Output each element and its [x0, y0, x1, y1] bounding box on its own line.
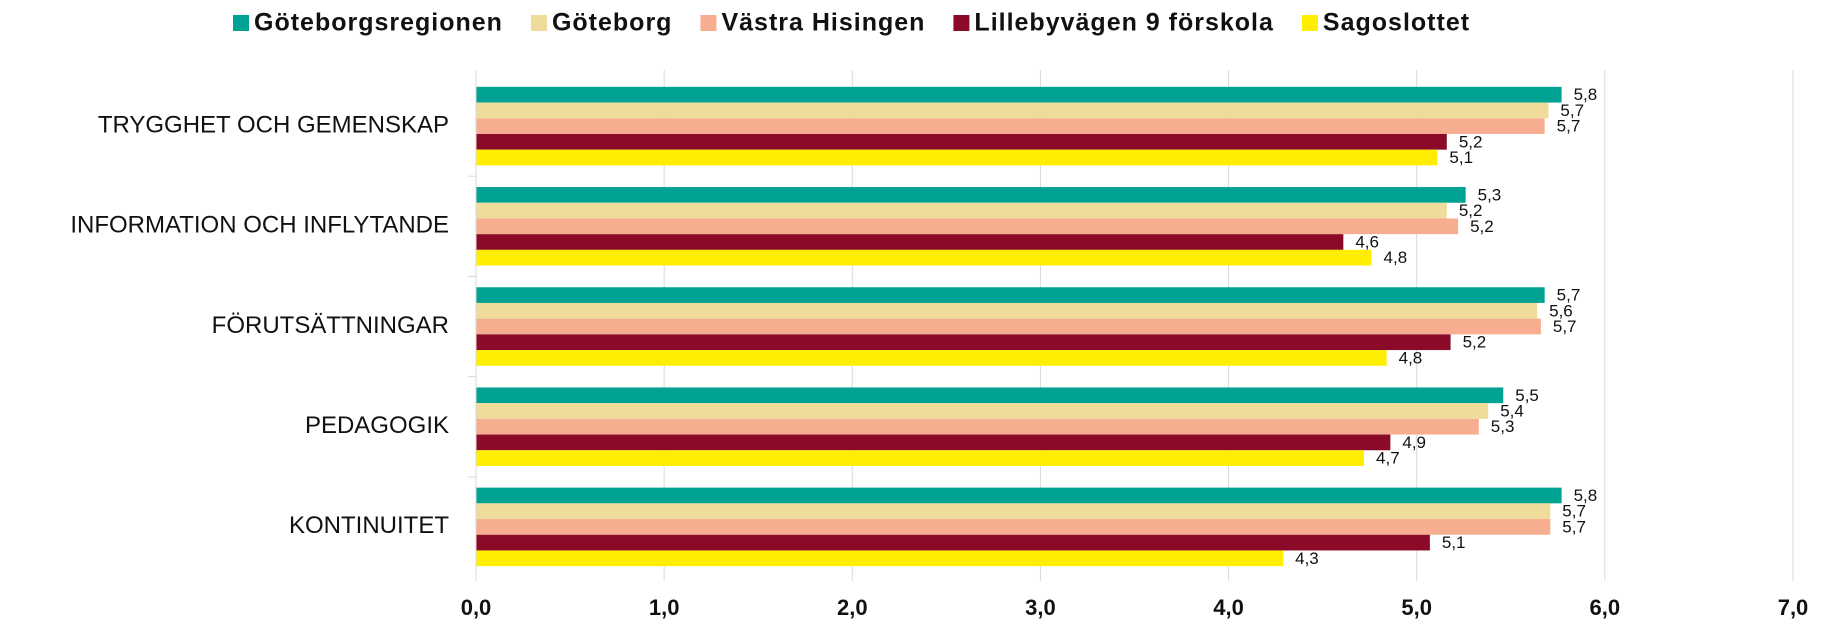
legend-swatch: [233, 15, 249, 31]
x-tick-label: 7,0: [1778, 595, 1809, 620]
data-label: 4,6: [1355, 232, 1379, 251]
y-tick-label: FÖRUTSÄTTNINGAR: [212, 312, 449, 339]
bar: [476, 387, 1504, 404]
data-label: 5,1: [1442, 533, 1466, 552]
data-label: 5,3: [1491, 417, 1515, 436]
y-tick-label: PEDAGOGIK: [305, 412, 449, 439]
bar: [476, 403, 1489, 419]
data-label: 5,2: [1459, 201, 1483, 220]
x-tick-label: 4,0: [1213, 595, 1244, 620]
x-tick-label: 3,0: [1025, 595, 1056, 620]
legend-label: Sagoslottet: [1323, 9, 1470, 37]
x-tick-label: 5,0: [1401, 595, 1432, 620]
legend-label: Göteborgsregionen: [254, 9, 503, 37]
data-label: 5,2: [1470, 217, 1494, 236]
data-label: 5,3: [1478, 185, 1502, 204]
data-label: 5,5: [1515, 386, 1539, 405]
bar: [476, 133, 1447, 150]
x-tick-label: 1,0: [649, 595, 680, 620]
data-label: 4,3: [1295, 549, 1319, 568]
bar: [476, 519, 1551, 535]
bar: [476, 434, 1391, 451]
bar: [476, 350, 1387, 366]
data-label: 5,4: [1500, 401, 1524, 420]
bar: [476, 202, 1447, 219]
bar: [476, 534, 1430, 551]
data-label: 5,2: [1463, 333, 1487, 352]
bar: [476, 86, 1562, 103]
bar: [476, 102, 1549, 119]
x-tick-label: 2,0: [837, 595, 868, 620]
bar: [476, 249, 1372, 266]
data-label: 5,8: [1574, 486, 1598, 505]
bar: [476, 302, 1538, 319]
data-label: 5,7: [1557, 117, 1581, 136]
data-label: 4,8: [1399, 348, 1423, 367]
legend-label: Lillebyvägen 9 förskola: [974, 9, 1274, 37]
bar: [476, 218, 1459, 235]
bar: [476, 418, 1479, 435]
x-tick-label: 6,0: [1590, 595, 1621, 620]
data-label: 5,7: [1562, 517, 1586, 536]
legend-swatch: [700, 15, 717, 31]
legend-label: Västra Hisingen: [721, 9, 925, 37]
data-label: 5,7: [1557, 286, 1581, 305]
bar: [476, 318, 1541, 335]
legend-swatch: [1301, 15, 1318, 31]
bar: [476, 149, 1438, 166]
data-label: 5,2: [1459, 132, 1483, 151]
bar: [476, 550, 1284, 567]
bar: [476, 503, 1551, 520]
data-label: 4,9: [1402, 433, 1426, 452]
data-label: 5,7: [1553, 317, 1577, 336]
y-tick-label: INFORMATION OCH INFLYTANDE: [70, 212, 449, 239]
data-label: 5,7: [1562, 502, 1586, 521]
y-tick-label: KONTINUITET: [289, 512, 449, 539]
bar: [476, 187, 1466, 203]
data-label: 4,7: [1376, 449, 1400, 468]
data-label: 5,7: [1560, 101, 1584, 120]
bar: [476, 287, 1545, 303]
legend-label: Göteborg: [552, 9, 673, 37]
data-label: 5,8: [1574, 85, 1598, 104]
bar: [476, 118, 1545, 134]
bar: [476, 234, 1344, 250]
legend-swatch: [530, 15, 547, 31]
legend-swatch: [953, 15, 970, 31]
data-label: 4,8: [1384, 248, 1408, 267]
x-tick-label: 0,0: [461, 595, 492, 620]
data-label: 5,1: [1449, 148, 1473, 167]
bar: [476, 334, 1451, 351]
data-label: 5,6: [1549, 301, 1573, 320]
bar: [476, 450, 1365, 466]
bar: [476, 487, 1562, 504]
y-tick-label: TRYGGHET OCH GEMENSKAP: [98, 111, 449, 138]
